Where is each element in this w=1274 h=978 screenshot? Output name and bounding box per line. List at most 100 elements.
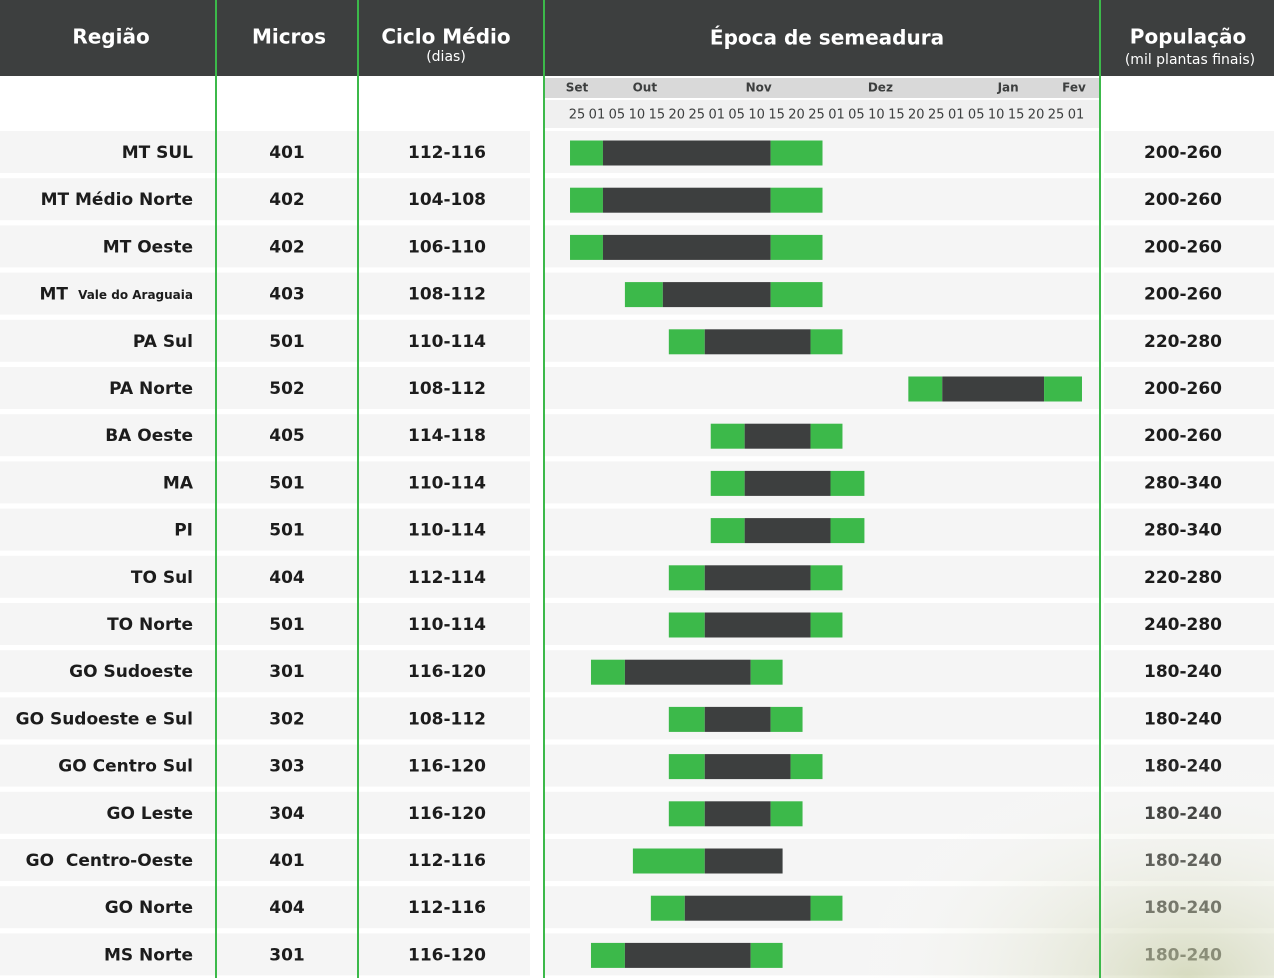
- micros: 501: [269, 332, 305, 352]
- ciclo: 104-108: [408, 190, 486, 210]
- row-bg: [0, 933, 530, 976]
- row-bg: [1104, 319, 1274, 362]
- header: Região: [72, 25, 149, 49]
- header-sub: (mil plantas finais): [1125, 52, 1255, 68]
- day-tick: 20: [908, 108, 925, 123]
- row-bg: [1104, 178, 1274, 221]
- sowing-segment: [770, 282, 823, 308]
- day-tick: 15: [1008, 108, 1025, 123]
- row-bg: [0, 791, 530, 834]
- sowing-segment: [602, 234, 771, 260]
- sowing-segment: [590, 942, 625, 968]
- row-bg: [0, 744, 530, 787]
- populacao: 280-340: [1144, 473, 1222, 493]
- populacao: 200-260: [1144, 285, 1222, 305]
- day-tick: 25: [688, 108, 705, 123]
- sowing-segment: [710, 470, 745, 496]
- populacao: 220-280: [1144, 332, 1222, 352]
- ciclo: 110-114: [408, 332, 486, 352]
- ciclo: 114-118: [408, 426, 486, 446]
- month-label: Jan: [997, 81, 1019, 95]
- ciclo: 116-120: [408, 757, 486, 777]
- day-tick: 05: [728, 108, 745, 123]
- day-tick: 25: [928, 108, 945, 123]
- row-bg: [1104, 414, 1274, 457]
- sowing-segment: [602, 187, 771, 213]
- row-bg: [0, 603, 530, 645]
- row-bg: [1104, 555, 1274, 598]
- region: TO Sul: [131, 568, 193, 588]
- row-bg: [1104, 508, 1274, 551]
- header-sub: (dias): [426, 49, 466, 65]
- month-band: [545, 78, 1100, 98]
- day-tick: 10: [988, 108, 1005, 123]
- row-bg: [0, 461, 530, 504]
- region: GO Sudoeste e Sul: [16, 709, 193, 729]
- sowing-segment: [602, 140, 771, 166]
- sowing-segment: [830, 518, 865, 544]
- micros: 301: [269, 945, 305, 965]
- micros: 302: [269, 709, 305, 729]
- day-tick: 25: [808, 108, 825, 123]
- row-bg: [0, 367, 530, 409]
- sowing-segment: [668, 754, 705, 780]
- region-sub: Vale do Araguaia: [78, 288, 193, 302]
- micros: 303: [269, 757, 305, 777]
- day-tick: 10: [868, 108, 885, 123]
- row-bg: [0, 414, 530, 457]
- ciclo: 112-116: [408, 143, 486, 163]
- micros: 304: [269, 804, 305, 824]
- populacao: 200-260: [1144, 379, 1222, 399]
- sowing-segment: [650, 895, 685, 921]
- sowing-segment: [704, 565, 811, 591]
- region: GO Centro-Oeste: [26, 851, 193, 871]
- row-bg: [1104, 272, 1274, 315]
- sowing-segment: [810, 423, 843, 449]
- region: GO Leste: [107, 804, 193, 824]
- sowing-segment: [744, 423, 811, 449]
- day-tick: 01: [589, 108, 606, 123]
- day-tick: 05: [609, 108, 626, 123]
- month-label: Out: [633, 81, 658, 95]
- day-tick: 15: [888, 108, 905, 123]
- region: TO Norte: [107, 615, 193, 635]
- day-tick: 20: [669, 108, 686, 123]
- region: PI: [174, 521, 193, 541]
- region: PA Sul: [133, 332, 193, 352]
- header-bar: [0, 0, 1274, 76]
- ciclo: 116-120: [408, 945, 486, 965]
- header: Ciclo Médio: [381, 25, 510, 49]
- region: GO Sudoeste: [69, 662, 193, 682]
- ciclo: 112-116: [408, 851, 486, 871]
- ciclo: 110-114: [408, 473, 486, 493]
- day-tick: 05: [968, 108, 985, 123]
- row-bg: [0, 697, 530, 740]
- region: PA Norte: [109, 379, 193, 399]
- row-bg: [0, 319, 530, 362]
- sowing-segment: [710, 423, 745, 449]
- ciclo: 116-120: [408, 804, 486, 824]
- sowing-segment: [810, 565, 843, 591]
- day-tick: 20: [788, 108, 805, 123]
- sowing-segment: [668, 706, 705, 732]
- sowing-segment: [662, 282, 771, 308]
- sowing-segment: [942, 376, 1045, 402]
- ciclo: 108-112: [408, 379, 486, 399]
- micros: 401: [269, 851, 305, 871]
- micros: 501: [269, 521, 305, 541]
- day-tick: 01: [708, 108, 725, 123]
- populacao: 200-260: [1144, 237, 1222, 257]
- sowing-segment: [570, 140, 603, 166]
- populacao: 200-260: [1144, 190, 1222, 210]
- micros: 403: [269, 285, 305, 305]
- micros: 404: [269, 898, 305, 918]
- row-bg: [0, 225, 530, 268]
- populacao: 200-260: [1144, 143, 1222, 163]
- day-tick: 15: [649, 108, 666, 123]
- day-tick: 01: [1068, 108, 1085, 123]
- sowing-segment: [908, 376, 943, 402]
- region: MT: [39, 285, 68, 305]
- ciclo: 112-116: [408, 898, 486, 918]
- header: Micros: [252, 25, 326, 49]
- row-bg: [0, 839, 530, 881]
